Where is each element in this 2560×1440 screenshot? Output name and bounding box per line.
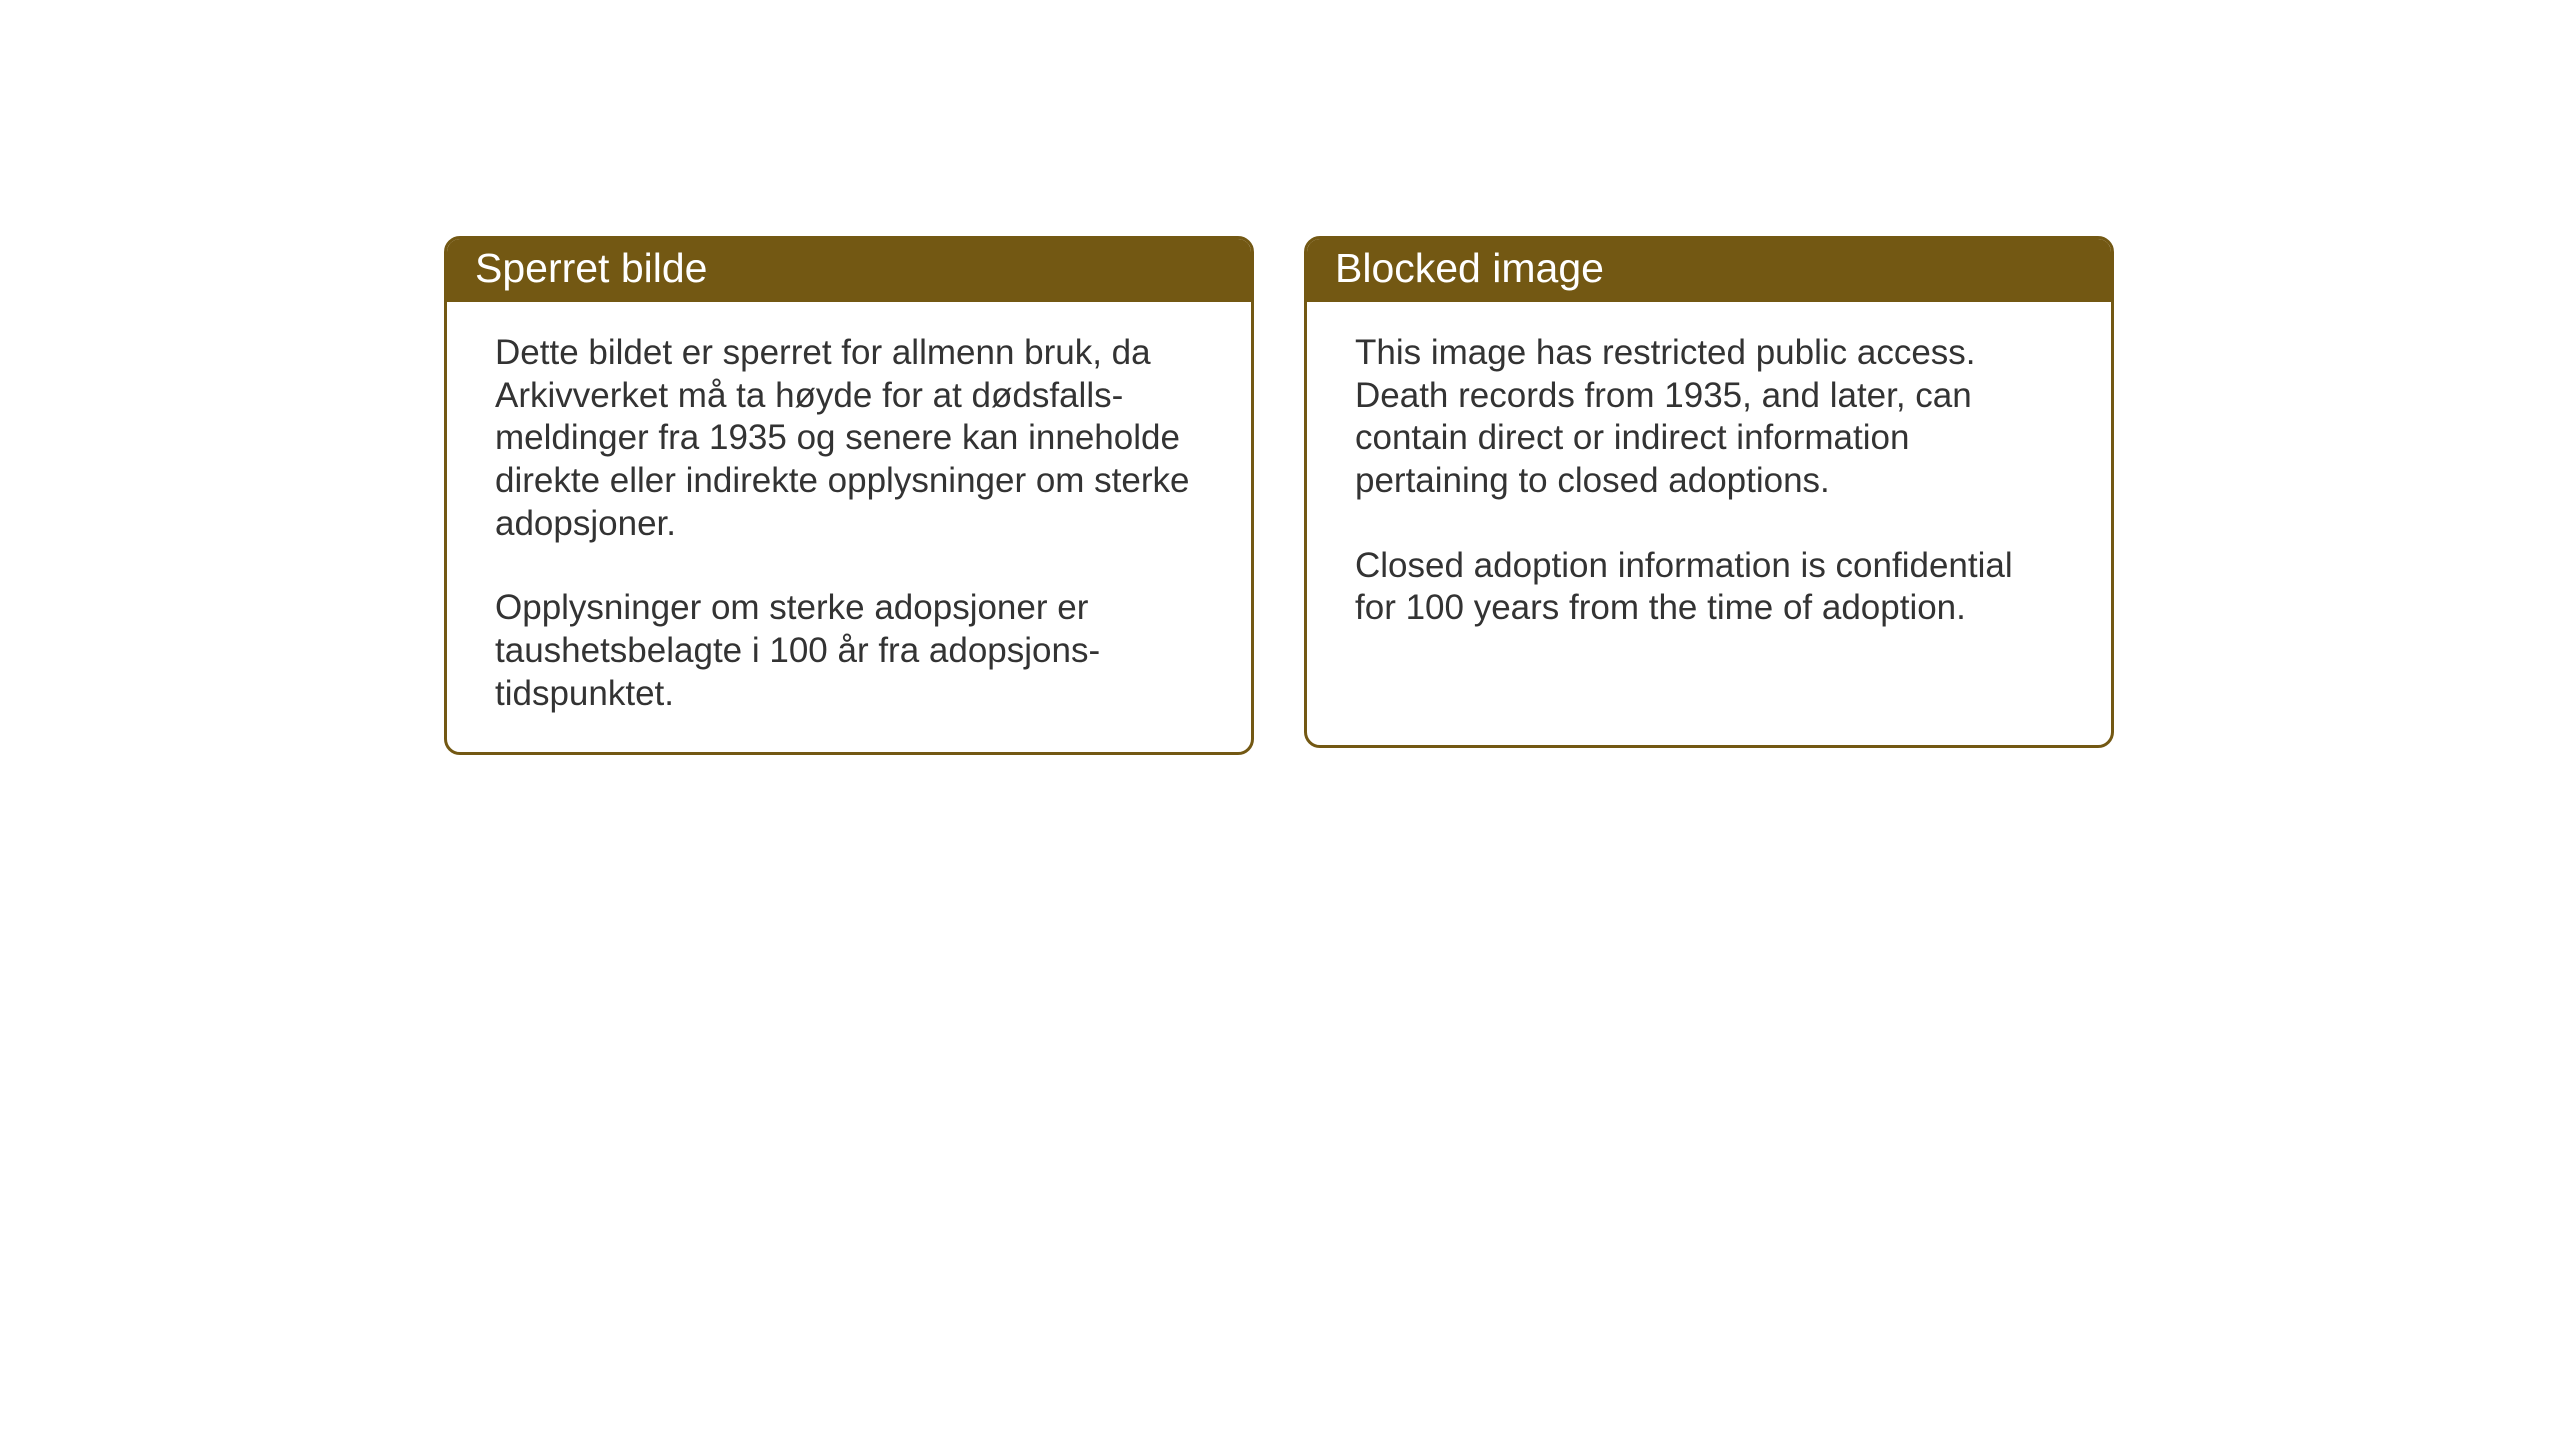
english-paragraph-2: Closed adoption information is confident… xyxy=(1355,545,2063,630)
norwegian-notice-box: Sperret bilde Dette bildet er sperret fo… xyxy=(444,236,1254,755)
english-notice-box: Blocked image This image has restricted … xyxy=(1304,236,2114,748)
norwegian-notice-title: Sperret bilde xyxy=(447,239,1251,302)
english-notice-title: Blocked image xyxy=(1307,239,2111,302)
english-paragraph-1: This image has restricted public access.… xyxy=(1355,332,2063,503)
norwegian-paragraph-1: Dette bildet er sperret for allmenn bruk… xyxy=(495,332,1203,545)
norwegian-paragraph-2: Opplysninger om sterke adopsjoner er tau… xyxy=(495,587,1203,715)
english-notice-body: This image has restricted public access.… xyxy=(1307,302,2111,666)
notice-container: Sperret bilde Dette bildet er sperret fo… xyxy=(444,236,2114,755)
norwegian-notice-body: Dette bildet er sperret for allmenn bruk… xyxy=(447,302,1251,752)
